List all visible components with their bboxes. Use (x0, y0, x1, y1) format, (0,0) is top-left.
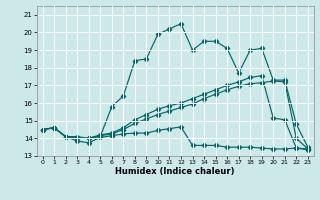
X-axis label: Humidex (Indice chaleur): Humidex (Indice chaleur) (116, 167, 235, 176)
